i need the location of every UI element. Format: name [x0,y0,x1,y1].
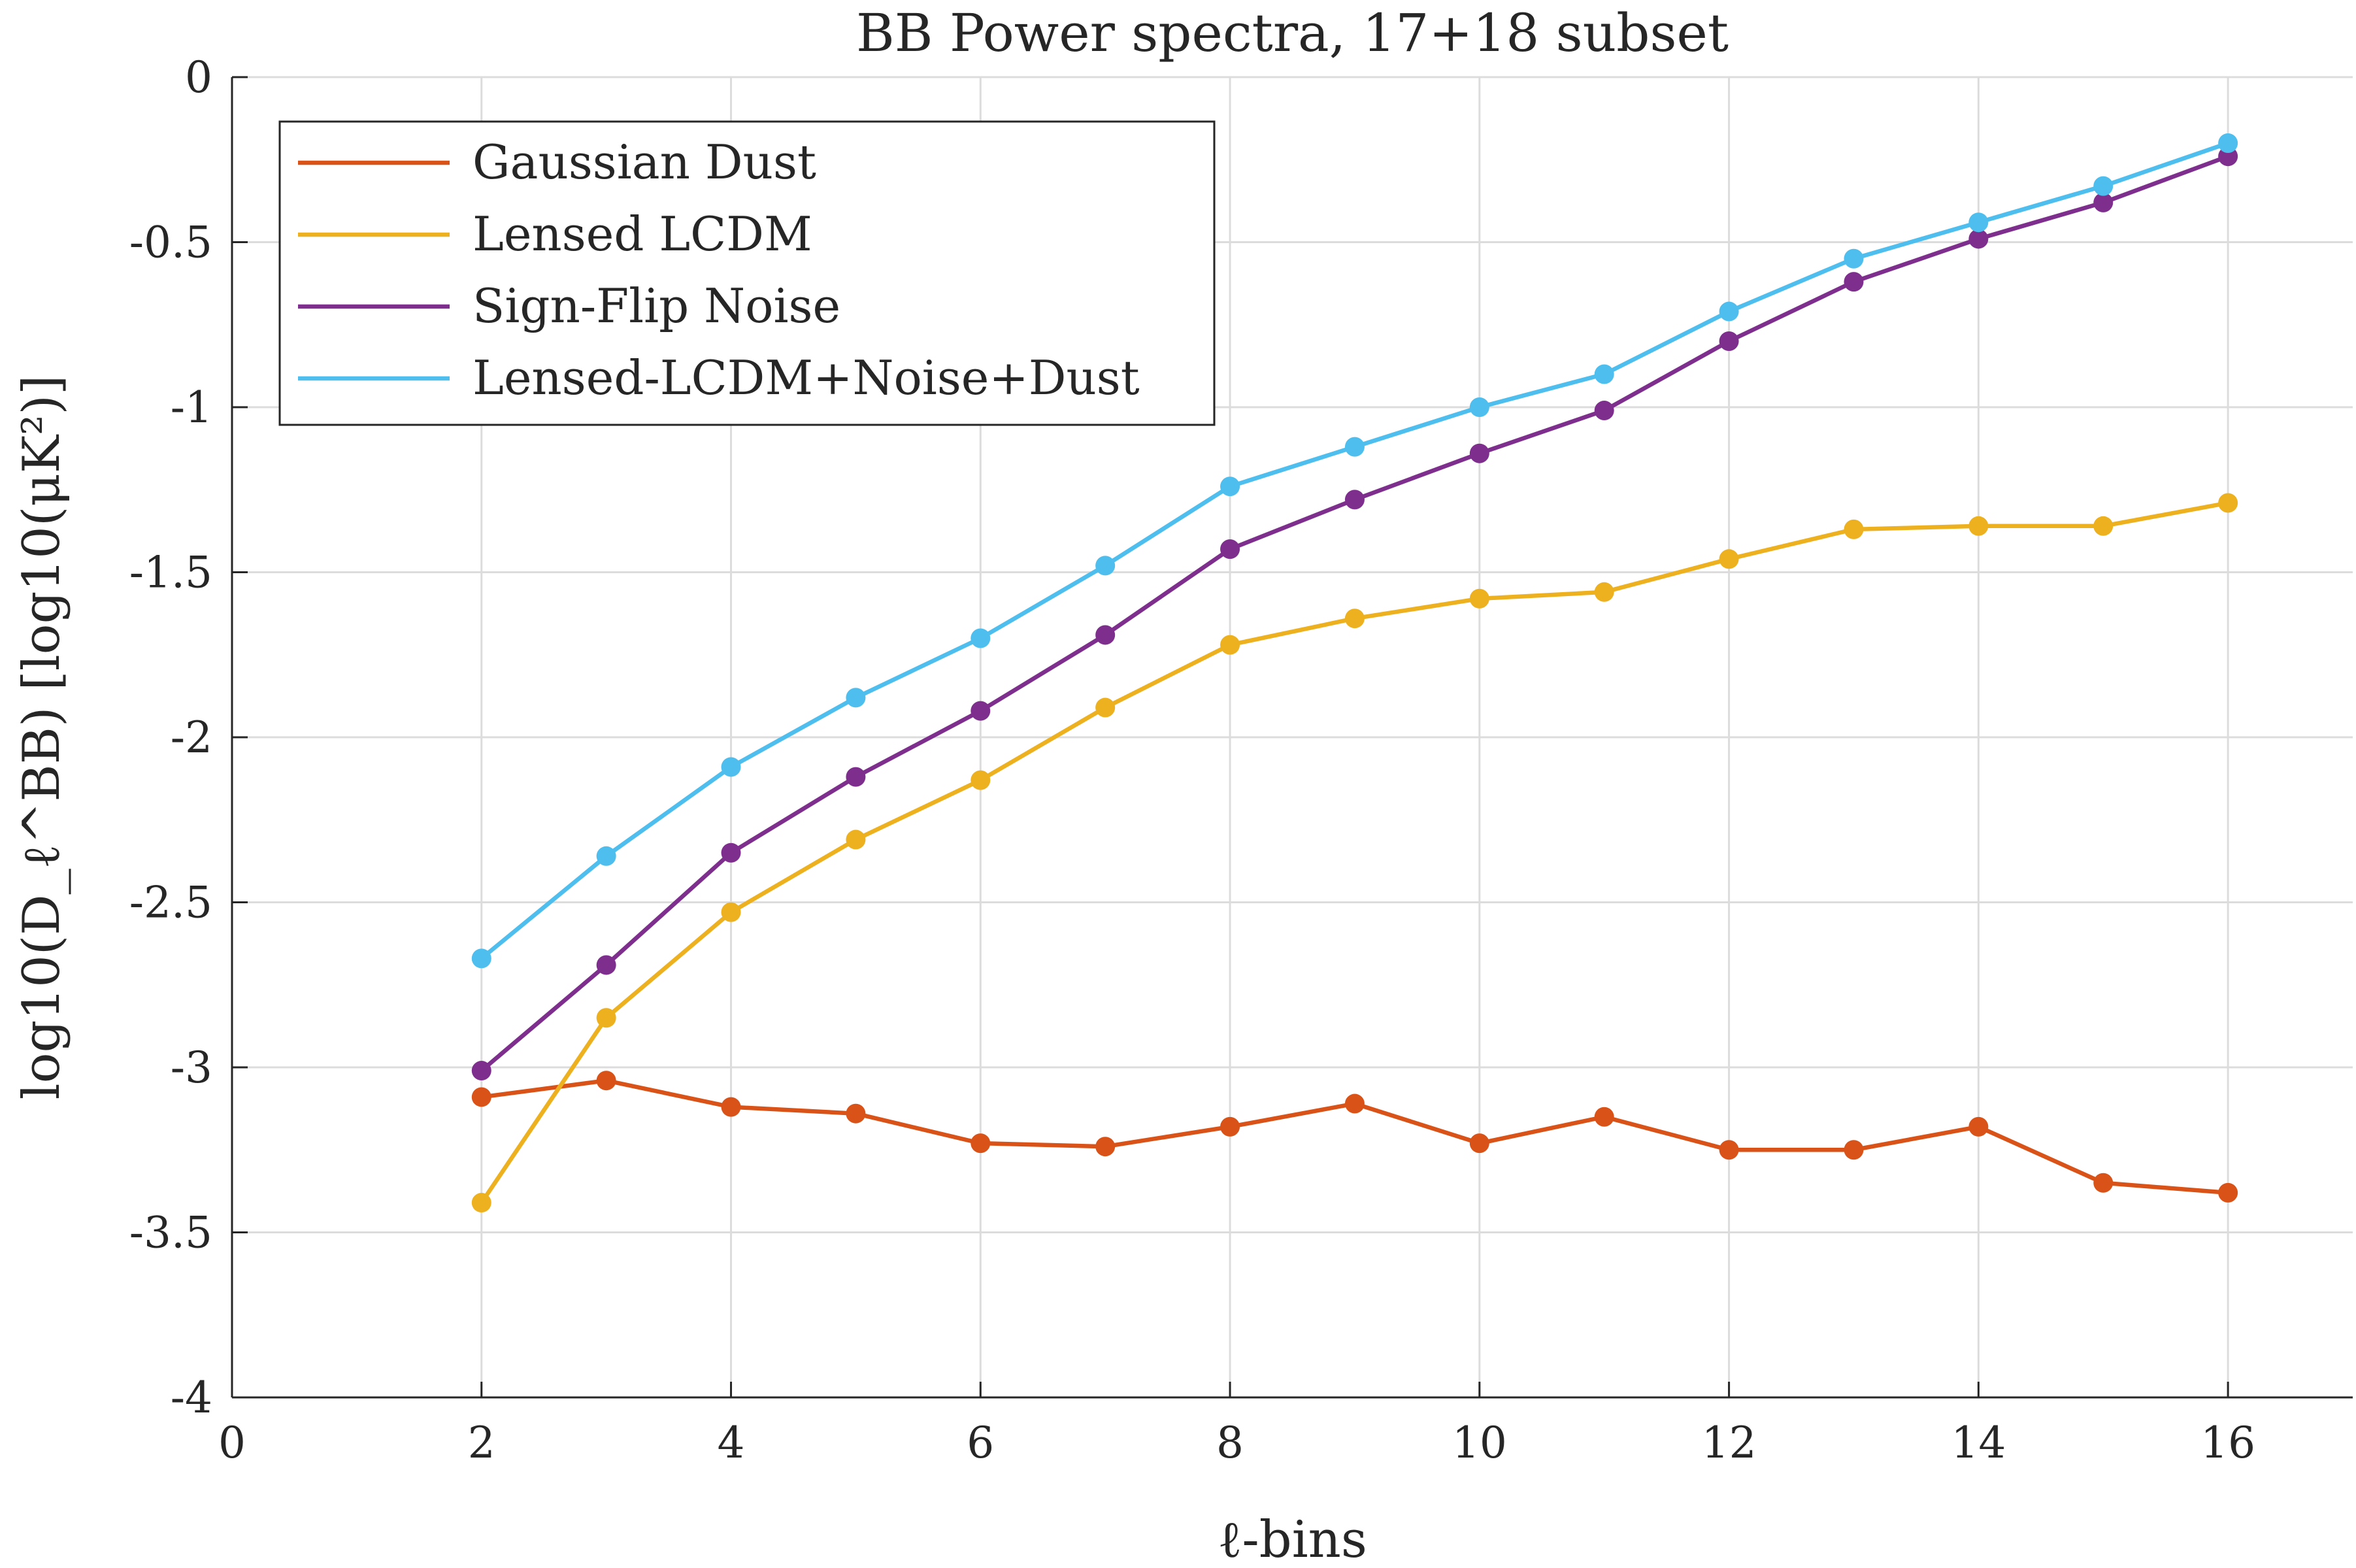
y-tick-label: -1.5 [129,548,212,598]
series-lensed-lcdm-noise-dust [471,133,2238,969]
legend: Gaussian Dust Lensed LCDM Sign-Flip Noise L… [278,120,1216,426]
data-point-sign-flip-noise [971,701,991,721]
data-point-gaussian-dust [1968,1116,1989,1137]
data-point-gaussian-dust [2093,1173,2114,1193]
data-point-lensed-lcdm-noise-dust [2093,176,2114,196]
data-point-lensed-lcdm-noise-dust [1719,301,1739,322]
data-point-lensed-lcdm-noise-dust [2218,133,2238,153]
x-tick-label: 16 [2200,1418,2255,1468]
data-point-gaussian-dust [596,1071,616,1091]
data-point-lensed-lcdm [971,770,991,790]
legend-box [278,120,1216,426]
data-point-lensed-lcdm [2093,516,2114,536]
data-point-gaussian-dust [1344,1093,1365,1114]
x-tick-label: 14 [1951,1418,2006,1468]
data-point-gaussian-dust [1220,1116,1240,1137]
data-point-lensed-lcdm [846,829,866,850]
x-tick-label: 2 [468,1418,495,1468]
data-point-sign-flip-noise [1594,401,1614,421]
data-point-gaussian-dust [1469,1133,1489,1154]
data-point-sign-flip-noise [471,1061,491,1081]
y-tick-label: -1 [171,382,212,433]
x-axis-label: ℓ-bins [1218,1510,1367,1568]
data-point-sign-flip-noise [846,767,866,787]
y-tick-label: -4 [171,1373,212,1423]
data-point-lensed-lcdm-noise-dust [1469,397,1489,417]
data-point-sign-flip-noise [721,842,741,863]
data-point-gaussian-dust [1719,1140,1739,1160]
series-sign-flip-noise [471,146,2238,1081]
data-point-lensed-lcdm [1095,697,1116,718]
y-tick-label: -3.5 [129,1208,212,1258]
legend-label-sign-flip-noise: Sign-Flip Noise [473,278,840,333]
tick-labels: 0 2 4 6 8 10 12 14 16 0 -0.5 -1 -1.5 -2 -2.5 -3 -3.5 -4 [129,52,2255,1468]
chart-title: BB Power spectra, 17+18 subset [856,3,1729,63]
y-tick-label: -3 [171,1043,212,1093]
x-tick-label: 8 [1216,1418,1244,1468]
data-point-lensed-lcdm-noise-dust [1594,364,1614,384]
data-point-lensed-lcdm-noise-dust [971,628,991,648]
data-point-sign-flip-noise [1344,490,1365,510]
data-point-lensed-lcdm-noise-dust [1968,212,1989,233]
legend-label-lensed-lcdm-noise-dust: Lensed-LCDM+Noise+Dust [473,350,1140,405]
data-point-lensed-lcdm [1594,582,1614,602]
data-point-gaussian-dust [471,1087,491,1107]
y-tick-label: -2 [171,712,212,763]
data-point-gaussian-dust [2218,1182,2238,1203]
x-tick-label: 4 [718,1418,745,1468]
data-point-lensed-lcdm-noise-dust [846,688,866,708]
data-point-gaussian-dust [1594,1107,1614,1127]
data-point-sign-flip-noise [1968,229,1989,249]
data-point-lensed-lcdm-noise-dust [596,846,616,866]
x-tick-label: 0 [218,1418,246,1468]
data-point-lensed-lcdm [1844,519,1864,539]
data-point-sign-flip-noise [1844,272,1864,292]
data-point-sign-flip-noise [1719,331,1739,351]
data-point-sign-flip-noise [596,955,616,975]
series-gaussian-dust [471,1071,2238,1203]
data-point-lensed-lcdm [1469,588,1489,609]
data-point-lensed-lcdm [721,902,741,922]
data-point-gaussian-dust [971,1133,991,1154]
data-point-lensed-lcdm-noise-dust [1844,248,1864,269]
data-point-sign-flip-noise [2093,192,2114,212]
legend-label-lensed-lcdm: Lensed LCDM [473,207,812,261]
y-tick-label: -0.5 [129,218,212,268]
data-point-lensed-lcdm-noise-dust [1344,437,1365,457]
data-point-lensed-lcdm [1344,609,1365,629]
data-point-lensed-lcdm [471,1193,491,1213]
y-tick-label: -2.5 [129,878,212,928]
data-point-gaussian-dust [1095,1137,1116,1157]
data-point-lensed-lcdm-noise-dust [471,948,491,969]
data-point-lensed-lcdm-noise-dust [1095,556,1116,576]
axes [231,76,2353,1399]
data-point-sign-flip-noise [1469,443,1489,463]
data-point-gaussian-dust [1844,1140,1864,1160]
series-layer [471,133,2238,1213]
data-point-lensed-lcdm [1719,549,1739,569]
data-point-lensed-lcdm [2218,493,2238,513]
data-point-lensed-lcdm [1220,635,1240,655]
series-lensed-lcdm [471,493,2238,1213]
legend-label-gaussian-dust: Gaussian Dust [473,135,816,190]
x-tick-label: 12 [1702,1418,1757,1468]
data-point-lensed-lcdm-noise-dust [1220,476,1240,497]
x-tick-label: 6 [967,1418,994,1468]
data-point-lensed-lcdm [1968,516,1989,536]
data-point-lensed-lcdm [596,1008,616,1028]
data-point-sign-flip-noise [1220,539,1240,559]
data-point-gaussian-dust [846,1103,866,1124]
data-point-sign-flip-noise [1095,625,1116,645]
x-tick-label: 10 [1452,1418,1507,1468]
data-point-lensed-lcdm-noise-dust [721,757,741,777]
y-axis-label: log10(D_ℓ^BB) [log10(μK²)] [12,375,71,1100]
data-point-gaussian-dust [721,1097,741,1117]
y-tick-label: 0 [185,52,212,103]
